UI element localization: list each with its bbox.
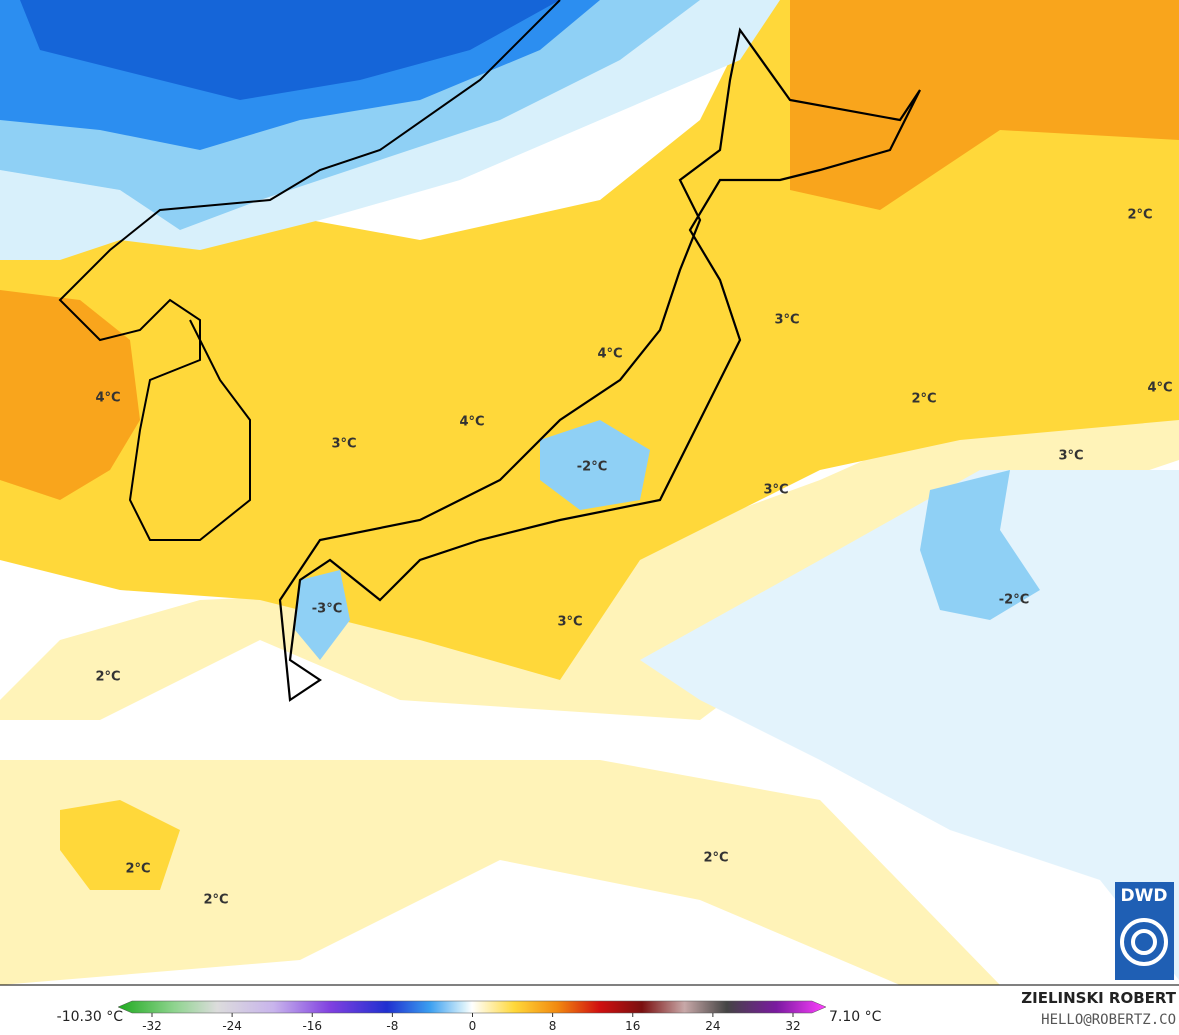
contour-label: 3°C — [763, 483, 788, 498]
contour-label: 2°C — [125, 862, 150, 877]
colorbar-max-label: 7.10 °C — [829, 1009, 882, 1025]
credit-contact: HELLO@ROBERTZ.CO — [1041, 1012, 1176, 1028]
logo-swirl — [1120, 918, 1168, 966]
contour-label: -2°C — [999, 593, 1029, 608]
orange-northeast — [790, 0, 1179, 210]
colorbar-tick-label: -32 — [142, 1019, 162, 1033]
contour-label: 3°C — [1058, 449, 1083, 464]
colorbar-tick-label: -24 — [222, 1019, 242, 1033]
contour-label: 3°C — [774, 313, 799, 328]
contour-label: 2°C — [203, 893, 228, 908]
contour-label: 2°C — [1127, 208, 1152, 223]
light-blue-region — [640, 470, 1179, 980]
colorbar-tick-label: 32 — [785, 1019, 800, 1033]
yellow-south — [60, 800, 180, 890]
colorbar-scale — [117, 1000, 827, 1014]
orange-west — [0, 290, 140, 500]
colorbar-tick-label: 16 — [625, 1019, 640, 1033]
contour-label: 4°C — [597, 347, 622, 362]
logo-swirl — [1131, 929, 1157, 955]
credit-author: ZIELINSKI ROBERT — [1021, 989, 1176, 1007]
contour-label: -2°C — [577, 460, 607, 475]
cold-spot-shikoku — [295, 570, 350, 660]
colorbar-min-label: -10.30 °C — [57, 1009, 124, 1025]
cold-spot-honshu — [540, 420, 650, 510]
colorbar-tick-label: -8 — [386, 1019, 398, 1033]
logo: DWD — [1115, 882, 1174, 980]
map — [0, 0, 1179, 985]
contour-label: 4°C — [95, 391, 120, 406]
colorbar-tick-label: 0 — [469, 1019, 477, 1033]
contour-label: 3°C — [557, 615, 582, 630]
cold-spot-ocean — [920, 470, 1040, 620]
contour-labels: 2°C 3°C 4°C 2°C 4°C 4°C 4°C 3°C 3°C -2°C… — [95, 208, 1172, 908]
logo-text: DWD — [1121, 886, 1168, 906]
contour-label: 2°C — [95, 670, 120, 685]
contour-label: 2°C — [703, 851, 728, 866]
colorbar: -10.30 °C 7.10 °C -32 -24 -16 -8 0 8 16 24 32 — [57, 1000, 882, 1033]
dark-blue-north — [20, 0, 560, 100]
mainland-coastline — [58, 0, 561, 541]
contour-label: 3°C — [331, 437, 356, 452]
contour-label: 4°C — [1147, 381, 1172, 396]
contour-label: -3°C — [312, 602, 342, 617]
colorbar-tick-label: 8 — [549, 1019, 557, 1033]
colorbar-tick-label: 24 — [705, 1019, 720, 1033]
contour-label: 4°C — [459, 415, 484, 430]
japan-coastline — [278, 27, 921, 702]
contour-label: 2°C — [911, 392, 936, 407]
colorbar-tick-label: -16 — [302, 1019, 322, 1033]
